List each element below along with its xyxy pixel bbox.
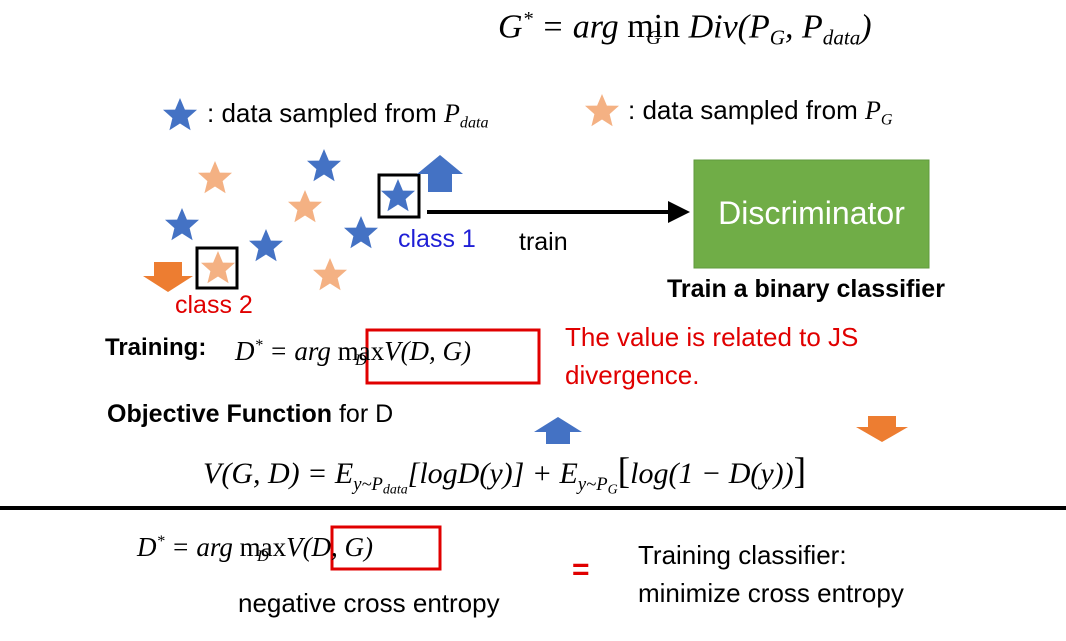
legend-orange-star-icon	[585, 94, 619, 127]
down-arrow-icon	[143, 262, 193, 292]
training-highlight-box	[365, 328, 541, 385]
class1-label: class 1	[398, 225, 476, 253]
up-arrow-icon	[417, 155, 463, 192]
discriminator-box	[693, 159, 930, 269]
bottom-formula: D* = arg max D V(D, G)	[137, 532, 374, 566]
class2-label: class 2	[175, 291, 253, 319]
blue-star-icon	[381, 179, 415, 212]
train-label: train	[519, 228, 568, 256]
blue-star-icon	[249, 229, 283, 262]
objective-down-arrow-icon	[856, 416, 908, 442]
objective-up-arrow-icon	[534, 417, 582, 444]
orange-star-icon	[201, 251, 235, 284]
class1-highlight-box	[377, 173, 421, 219]
legend-blue-star-icon	[163, 98, 197, 131]
js-note-line2: divergence.	[565, 360, 700, 390]
js-note-line1: The value is related to JS	[565, 322, 859, 352]
train-arrow-head-icon	[668, 201, 690, 223]
equals-sign: =	[572, 553, 590, 586]
top-formula: G* = arg min G Div(PG, Pdata)	[498, 8, 872, 50]
orange-star-icon	[313, 258, 347, 291]
blue-star-icon	[344, 216, 378, 249]
objective-formula: V(G, D) = Ey~Pdata[logD(y)] + Ey~PG[log(…	[203, 451, 807, 497]
discriminator-label: Discriminator	[718, 195, 905, 231]
bottom-highlight-box	[330, 525, 442, 571]
blue-star-icon	[307, 149, 341, 182]
negative-cross-entropy-label: negative cross entropy	[238, 588, 500, 618]
legend-orange-text: : data sampled from PG	[628, 95, 893, 129]
binary-classifier-caption: Train a binary classifier	[667, 275, 945, 303]
orange-star-icon	[288, 190, 322, 223]
training-formula: D* = arg max D V(D, G)	[235, 336, 472, 370]
training-label: Training:	[105, 334, 207, 361]
legend-blue-text: : data sampled from Pdata	[207, 98, 489, 132]
training-classifier-label: Training classifier:	[638, 540, 847, 570]
objective-heading: Objective Function for D	[107, 400, 394, 428]
orange-star-icon	[198, 161, 232, 194]
minimize-cross-entropy-label: minimize cross entropy	[638, 578, 904, 608]
class2-highlight-box	[195, 246, 239, 290]
blue-star-icon	[165, 208, 199, 241]
